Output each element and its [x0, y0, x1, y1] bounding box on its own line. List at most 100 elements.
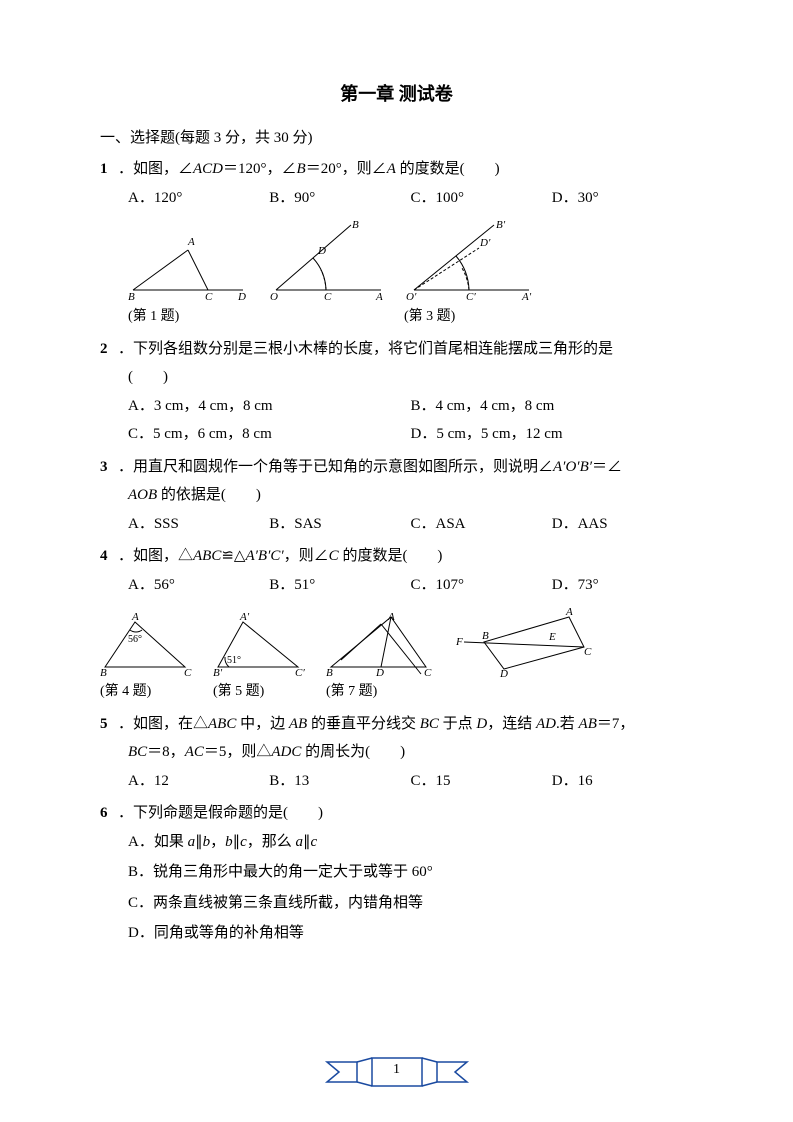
q5-t1: ．如图，在△	[118, 716, 208, 732]
fig7-A: A	[565, 607, 573, 618]
q1-caption-row: (第 1 题) (第 3 题)	[128, 302, 693, 331]
question-5: 5．如图，在△ABC 中，边 AB 的垂直平分线交 BC 于点 D，连结 AD.…	[100, 710, 693, 796]
fig7-F: F	[455, 636, 463, 648]
fig4b-C: C′	[295, 667, 305, 677]
fig7-C: C	[584, 646, 592, 658]
q3-text-a: ．用直尺和圆规作一个角等于已知角的示意图如图所示，则说明∠	[118, 459, 553, 475]
q3-optC: C．ASA	[411, 510, 552, 539]
q5-t8: ＝5，则△	[204, 744, 272, 760]
fig7-E: E	[548, 631, 556, 643]
fig3a-O: O	[270, 291, 278, 300]
fig1-A: A	[187, 236, 195, 248]
q5-t5b: .若	[556, 716, 579, 732]
fig3-caption: (第 3 题)	[404, 304, 534, 331]
q5-t5: ，连结	[487, 716, 536, 732]
fig3a-D: D	[317, 245, 326, 257]
q5-optD: D．16	[552, 767, 693, 796]
q1-figures-row: A B C D O A B C D	[128, 220, 693, 300]
q5-d: D	[476, 716, 487, 732]
q5-abc: ABC	[208, 716, 236, 732]
q6-optA: A．如果 a∥b，b∥c，那么 a∥c	[128, 828, 693, 857]
q6-optA-p1: ∥	[195, 834, 203, 850]
fig5-B: B	[326, 667, 333, 677]
q6-optA-p2: ∥	[233, 834, 241, 850]
q4-abc: ABC	[193, 548, 221, 564]
section-heading: 一、选择题(每题 3 分，共 30 分)	[100, 126, 693, 147]
fig4b-A: A′	[239, 612, 250, 623]
q5-t4: 于点	[439, 716, 477, 732]
q5-num: 5	[100, 710, 118, 739]
fig3a-B: B	[352, 220, 359, 231]
q5-ac: AC	[185, 744, 204, 760]
fig4a-B: B	[100, 667, 107, 677]
q3-eq: ＝∠	[592, 459, 622, 475]
fig3a-A: A	[375, 291, 383, 300]
fig4a-ang: 56°	[128, 634, 142, 645]
q2-paren: ( )	[128, 363, 693, 392]
q5-ab2: AB	[579, 716, 597, 732]
q1-text-c: ＝20°，则∠	[306, 161, 387, 177]
figure-q1: A B C D	[128, 230, 248, 300]
q3-text-b: 的依据是( )	[157, 487, 261, 503]
q6-optD: D．同角或等角的补角相等	[128, 919, 693, 948]
q3-ang2: AOB	[128, 487, 157, 503]
q5-t2: 中，边	[236, 716, 289, 732]
q6-optA-a: a	[188, 834, 196, 850]
q6-optB: B．锐角三角形中最大的角一定大于或等于 60°	[128, 858, 693, 887]
q4-optC: C．107°	[411, 571, 552, 600]
q2-optA: A．3 cm，4 cm，8 cm	[128, 392, 411, 421]
q6-optA-c: c	[240, 834, 247, 850]
fig3b-B: B′	[496, 220, 506, 231]
q4-abc2: A′B′C′	[245, 548, 283, 564]
q1-acd: ACD	[193, 161, 223, 177]
q5-t3: 的垂直平分线交	[307, 716, 420, 732]
q2-optC: C．5 cm，6 cm，8 cm	[128, 420, 411, 449]
q1-a: A	[387, 161, 396, 177]
figure-q4a: A B C 56° (第 4 题)	[100, 612, 195, 706]
figure-q3b: O′ A′ B′ C′ D′	[404, 220, 534, 300]
q6-optA-a2: a	[296, 834, 304, 850]
q3-optA: A．SSS	[128, 510, 269, 539]
q1-num: 1	[100, 155, 118, 184]
fig3b-C: C′	[466, 291, 476, 300]
q5-t7: ＝8，	[147, 744, 185, 760]
q5-optA: A．12	[128, 767, 269, 796]
q4-optD: D．73°	[552, 571, 693, 600]
fig4a-C: C	[184, 667, 192, 677]
q5-ad: AD	[536, 716, 556, 732]
page-footer: 1	[0, 1050, 793, 1092]
q6-optA-b2: b	[225, 834, 233, 850]
q5-optB: B．13	[269, 767, 410, 796]
q1-optD: D．30°	[552, 184, 693, 213]
q5-t9: 的周长为( )	[301, 744, 405, 760]
q6-optA-c1: ，	[210, 834, 225, 850]
figure-q4a-svg: A B C 56°	[100, 612, 195, 677]
fig1-caption: (第 1 题)	[128, 304, 248, 331]
question-4: 4．如图，△ABC≌△A′B′C′，则∠C 的度数是( ) A．56° B．51…	[100, 542, 693, 706]
q1-b: B	[297, 161, 306, 177]
q6-options: A．如果 a∥b，b∥c，那么 a∥c B．锐角三角形中最大的角一定大于或等于 …	[128, 828, 693, 948]
q1-text-d: 的度数是( )	[396, 161, 500, 177]
q3-optB: B．SAS	[269, 510, 410, 539]
q5-adc: ADC	[271, 744, 301, 760]
figure-q5: A B C D (第 7 题)	[326, 612, 436, 706]
q4-text-b: ，则∠	[284, 548, 329, 564]
q1-text-a: ．如图，∠	[118, 161, 193, 177]
q4-cong: ≌△	[221, 548, 245, 564]
q4-optB: B．51°	[269, 571, 410, 600]
q3-options: A．SSS B．SAS C．ASA D．AAS	[128, 510, 693, 539]
fig5-caption: (第 5 题)	[213, 679, 308, 706]
fig3a-C: C	[324, 291, 332, 300]
question-3: 3．用直尺和圆规作一个角等于已知角的示意图如图所示，则说明∠A′O′B′＝∠ A…	[100, 453, 693, 539]
figure-q7-svg: A B C D E F	[454, 607, 594, 677]
fig4b-ang: 51°	[227, 655, 241, 666]
question-6: 6．下列命题是假命题的是( ) A．如果 a∥b，b∥c，那么 a∥c B．锐角…	[100, 799, 693, 948]
q6-optA-mid: ，那么	[247, 834, 296, 850]
page-number: 1	[317, 1062, 477, 1078]
question-2: 2．下列各组数分别是三根小木棒的长度，将它们首尾相连能摆成三角形的是 ( ) A…	[100, 335, 693, 449]
q3-num: 3	[100, 453, 118, 482]
q4-text-c: 的度数是( )	[339, 548, 443, 564]
q4-options: A．56° B．51° C．107° D．73°	[128, 571, 693, 600]
q5-bc: BC	[420, 716, 439, 732]
fig1-C: C	[205, 291, 213, 300]
